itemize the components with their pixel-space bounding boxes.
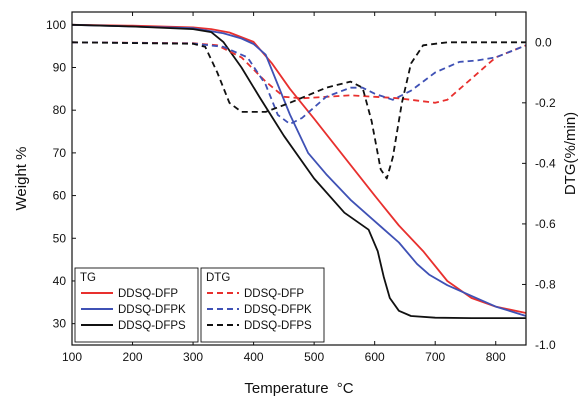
y-tick-label: 90	[53, 61, 67, 75]
y2-tick-label: 0.0	[535, 35, 552, 49]
legend-frame	[200, 267, 325, 343]
legend-box-tg: TG DDSQ-DFP DDSQ-DFPK DDSQ-DFPS	[74, 267, 199, 343]
y-tick-label: 60	[53, 189, 67, 203]
legend: TGDDSQ-DFPDDSQ-DFPKDDSQ-DFPSDTGDDSQ-DFPD…	[74, 267, 325, 343]
plot-lines	[71, 23, 527, 320]
y2-tick-label: -0.8	[535, 277, 556, 291]
legend-title: DTG	[206, 272, 230, 284]
plot-frame	[71, 11, 527, 346]
x-tick-label: 500	[304, 350, 324, 364]
legend-entry-label: DDSQ-DFPK	[244, 304, 312, 316]
y2-tick-label: -1.0	[535, 338, 556, 352]
y-tick-label: 40	[53, 274, 67, 288]
x-tick-label: 800	[486, 350, 506, 364]
y2-tick-label: -0.6	[535, 217, 556, 231]
x-tick-label: 200	[123, 350, 143, 364]
y-tick-label: 80	[53, 103, 67, 117]
legend-entry-label: DDSQ-DFP	[118, 288, 178, 300]
y-tick-label: 50	[53, 231, 67, 245]
dtg-line-ddsq-dfps	[71, 41, 526, 180]
x-tick-label: 100	[62, 350, 82, 364]
legend-frame	[74, 267, 199, 343]
y-tick-label: 70	[53, 146, 67, 160]
legend-entry-label: DDSQ-DFPS	[118, 320, 186, 332]
legend-box-dtg: DTG DDSQ-DFP DDSQ-DFPK DDSQ-DFPS	[200, 267, 325, 343]
tg-line-ddsq-dfpk	[71, 23, 527, 317]
legend-entry-label: DDSQ-DFP	[244, 288, 304, 300]
x-axis-unit: °C	[337, 380, 354, 397]
dtg-line-ddsq-dfp	[71, 41, 527, 104]
dtg-line-ddsq-dfpk	[71, 41, 527, 125]
legend-entry-label: DDSQ-DFPK	[118, 304, 186, 316]
y2-axis-title: DTG(%/min)	[562, 112, 579, 195]
x-axis-title: Temperature °C	[244, 380, 353, 397]
x-tick-label: 400	[244, 350, 264, 364]
x-tick-label: 700	[425, 350, 445, 364]
y-tick-label: 100	[46, 18, 66, 32]
y2-tick-label: -0.2	[535, 96, 556, 110]
legend-entry-label: DDSQ-DFPS	[244, 320, 312, 332]
x-axis-title-text: Temperature	[244, 380, 328, 397]
legend-title: TG	[80, 272, 96, 284]
tg-line-ddsq-dfp	[71, 23, 527, 314]
x-tick-label: 600	[365, 350, 385, 364]
y-axis-title: Weight %	[13, 147, 30, 211]
y2-tick-label: -0.4	[535, 156, 556, 170]
x-tick-label: 300	[183, 350, 203, 364]
y-tick-label: 30	[53, 317, 67, 331]
axis-ticks: 100 200 300 400 500 600 700 800 30 40 50 60 70 80 90 10…	[46, 12, 556, 364]
tg-line-ddsq-dfps	[71, 23, 526, 320]
